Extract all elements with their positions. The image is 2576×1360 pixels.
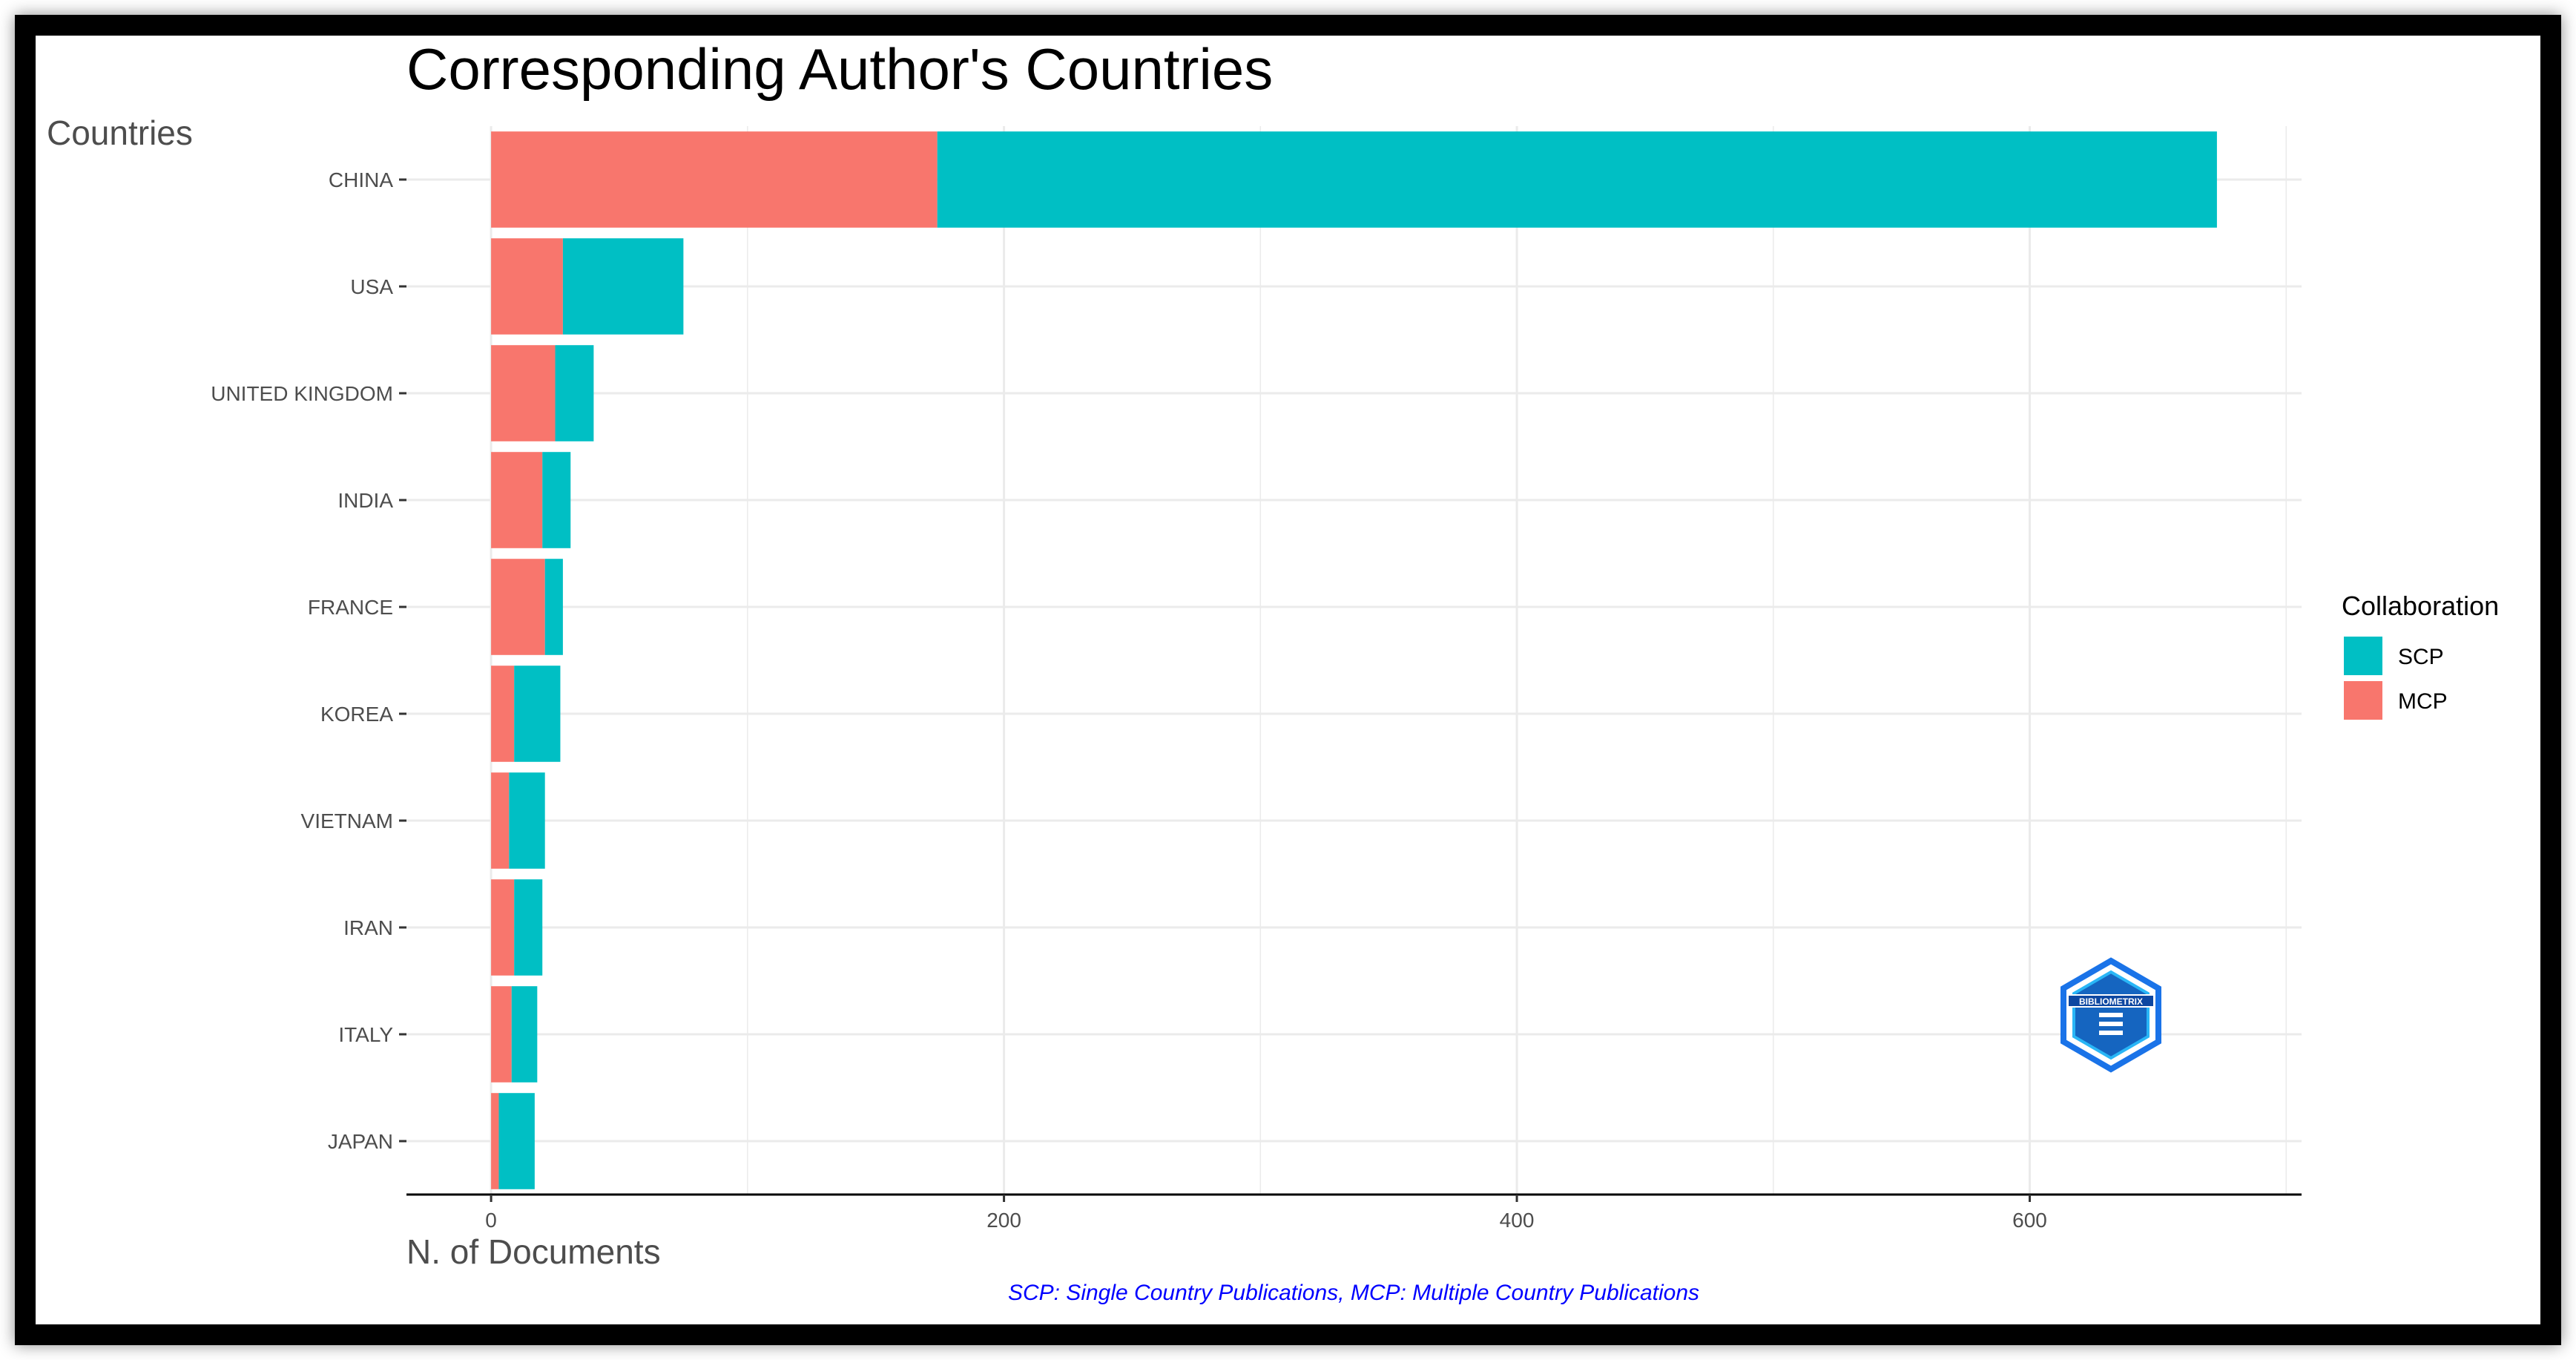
bar-scp-iran: [514, 879, 543, 976]
x-tick-label: 400: [1500, 1209, 1535, 1232]
y-tick-label: INDIA: [337, 489, 393, 512]
axes: 0 200 400 600 CHINA USA UNITED KINGDOM INDIA FRA…: [211, 168, 2302, 1232]
y-tick-label: CHINA: [329, 168, 393, 191]
bar-scp-italy: [511, 986, 538, 1083]
chart-frame: [15, 15, 2561, 1345]
y-tick-label: JAPAN: [328, 1130, 393, 1153]
bar-scp-united-kingdom: [555, 345, 594, 441]
bar-scp-japan: [498, 1093, 535, 1189]
bar-mcp-united-kingdom: [491, 345, 556, 441]
bar-mcp-vietnam: [491, 772, 510, 869]
svg-text:BIBLIOMETRIX: BIBLIOMETRIX: [2079, 996, 2143, 1007]
chart-title: Corresponding Author's Countries: [406, 36, 1273, 102]
bar-mcp-italy: [491, 986, 512, 1083]
x-tick-label: 200: [986, 1209, 1021, 1232]
caption: SCP: Single Country Publications, MCP: M…: [1008, 1281, 1699, 1305]
legend-title: Collaboration: [2342, 591, 2499, 621]
bibliometrix-logo: BIBLIOMETRIX: [2061, 957, 2161, 1073]
x-axis-title: N. of Documents: [406, 1232, 661, 1271]
x-tick-label: 0: [485, 1209, 497, 1232]
y-tick-label: FRANCE: [308, 596, 393, 619]
bar-scp-france: [544, 559, 563, 655]
y-tick-label: KOREA: [320, 703, 393, 726]
bar-mcp-korea: [491, 666, 515, 762]
legend: SCP MCP: [2344, 637, 2448, 720]
bar-mcp-iran: [491, 879, 515, 976]
bars: [491, 131, 2217, 1189]
legend-label-scp: SCP: [2398, 645, 2444, 669]
bar-mcp-japan: [491, 1093, 499, 1189]
bar-scp-china: [937, 131, 2217, 228]
y-tick-label: ITALY: [338, 1023, 393, 1046]
y-tick-label: VIETNAM: [301, 809, 393, 832]
y-tick-label: IRAN: [343, 916, 393, 939]
legend-label-mcp: MCP: [2398, 689, 2448, 714]
bar-scp-korea: [514, 666, 561, 762]
grid-lines: [406, 126, 2302, 1195]
bar-mcp-france: [491, 559, 545, 655]
x-tick-label: 600: [2012, 1209, 2047, 1232]
legend-key-mcp: [2344, 681, 2382, 720]
legend-key-scp: [2344, 637, 2382, 675]
bar-mcp-usa: [491, 238, 563, 335]
y-tick-label: USA: [350, 275, 393, 298]
bar-mcp-china: [491, 131, 938, 228]
bar-mcp-india: [491, 452, 543, 548]
y-axis-title: Countries: [47, 114, 193, 152]
y-tick-label: UNITED KINGDOM: [211, 382, 393, 405]
bar-scp-usa: [562, 238, 684, 335]
bar-scp-vietnam: [509, 772, 545, 869]
bar-scp-india: [542, 452, 571, 548]
